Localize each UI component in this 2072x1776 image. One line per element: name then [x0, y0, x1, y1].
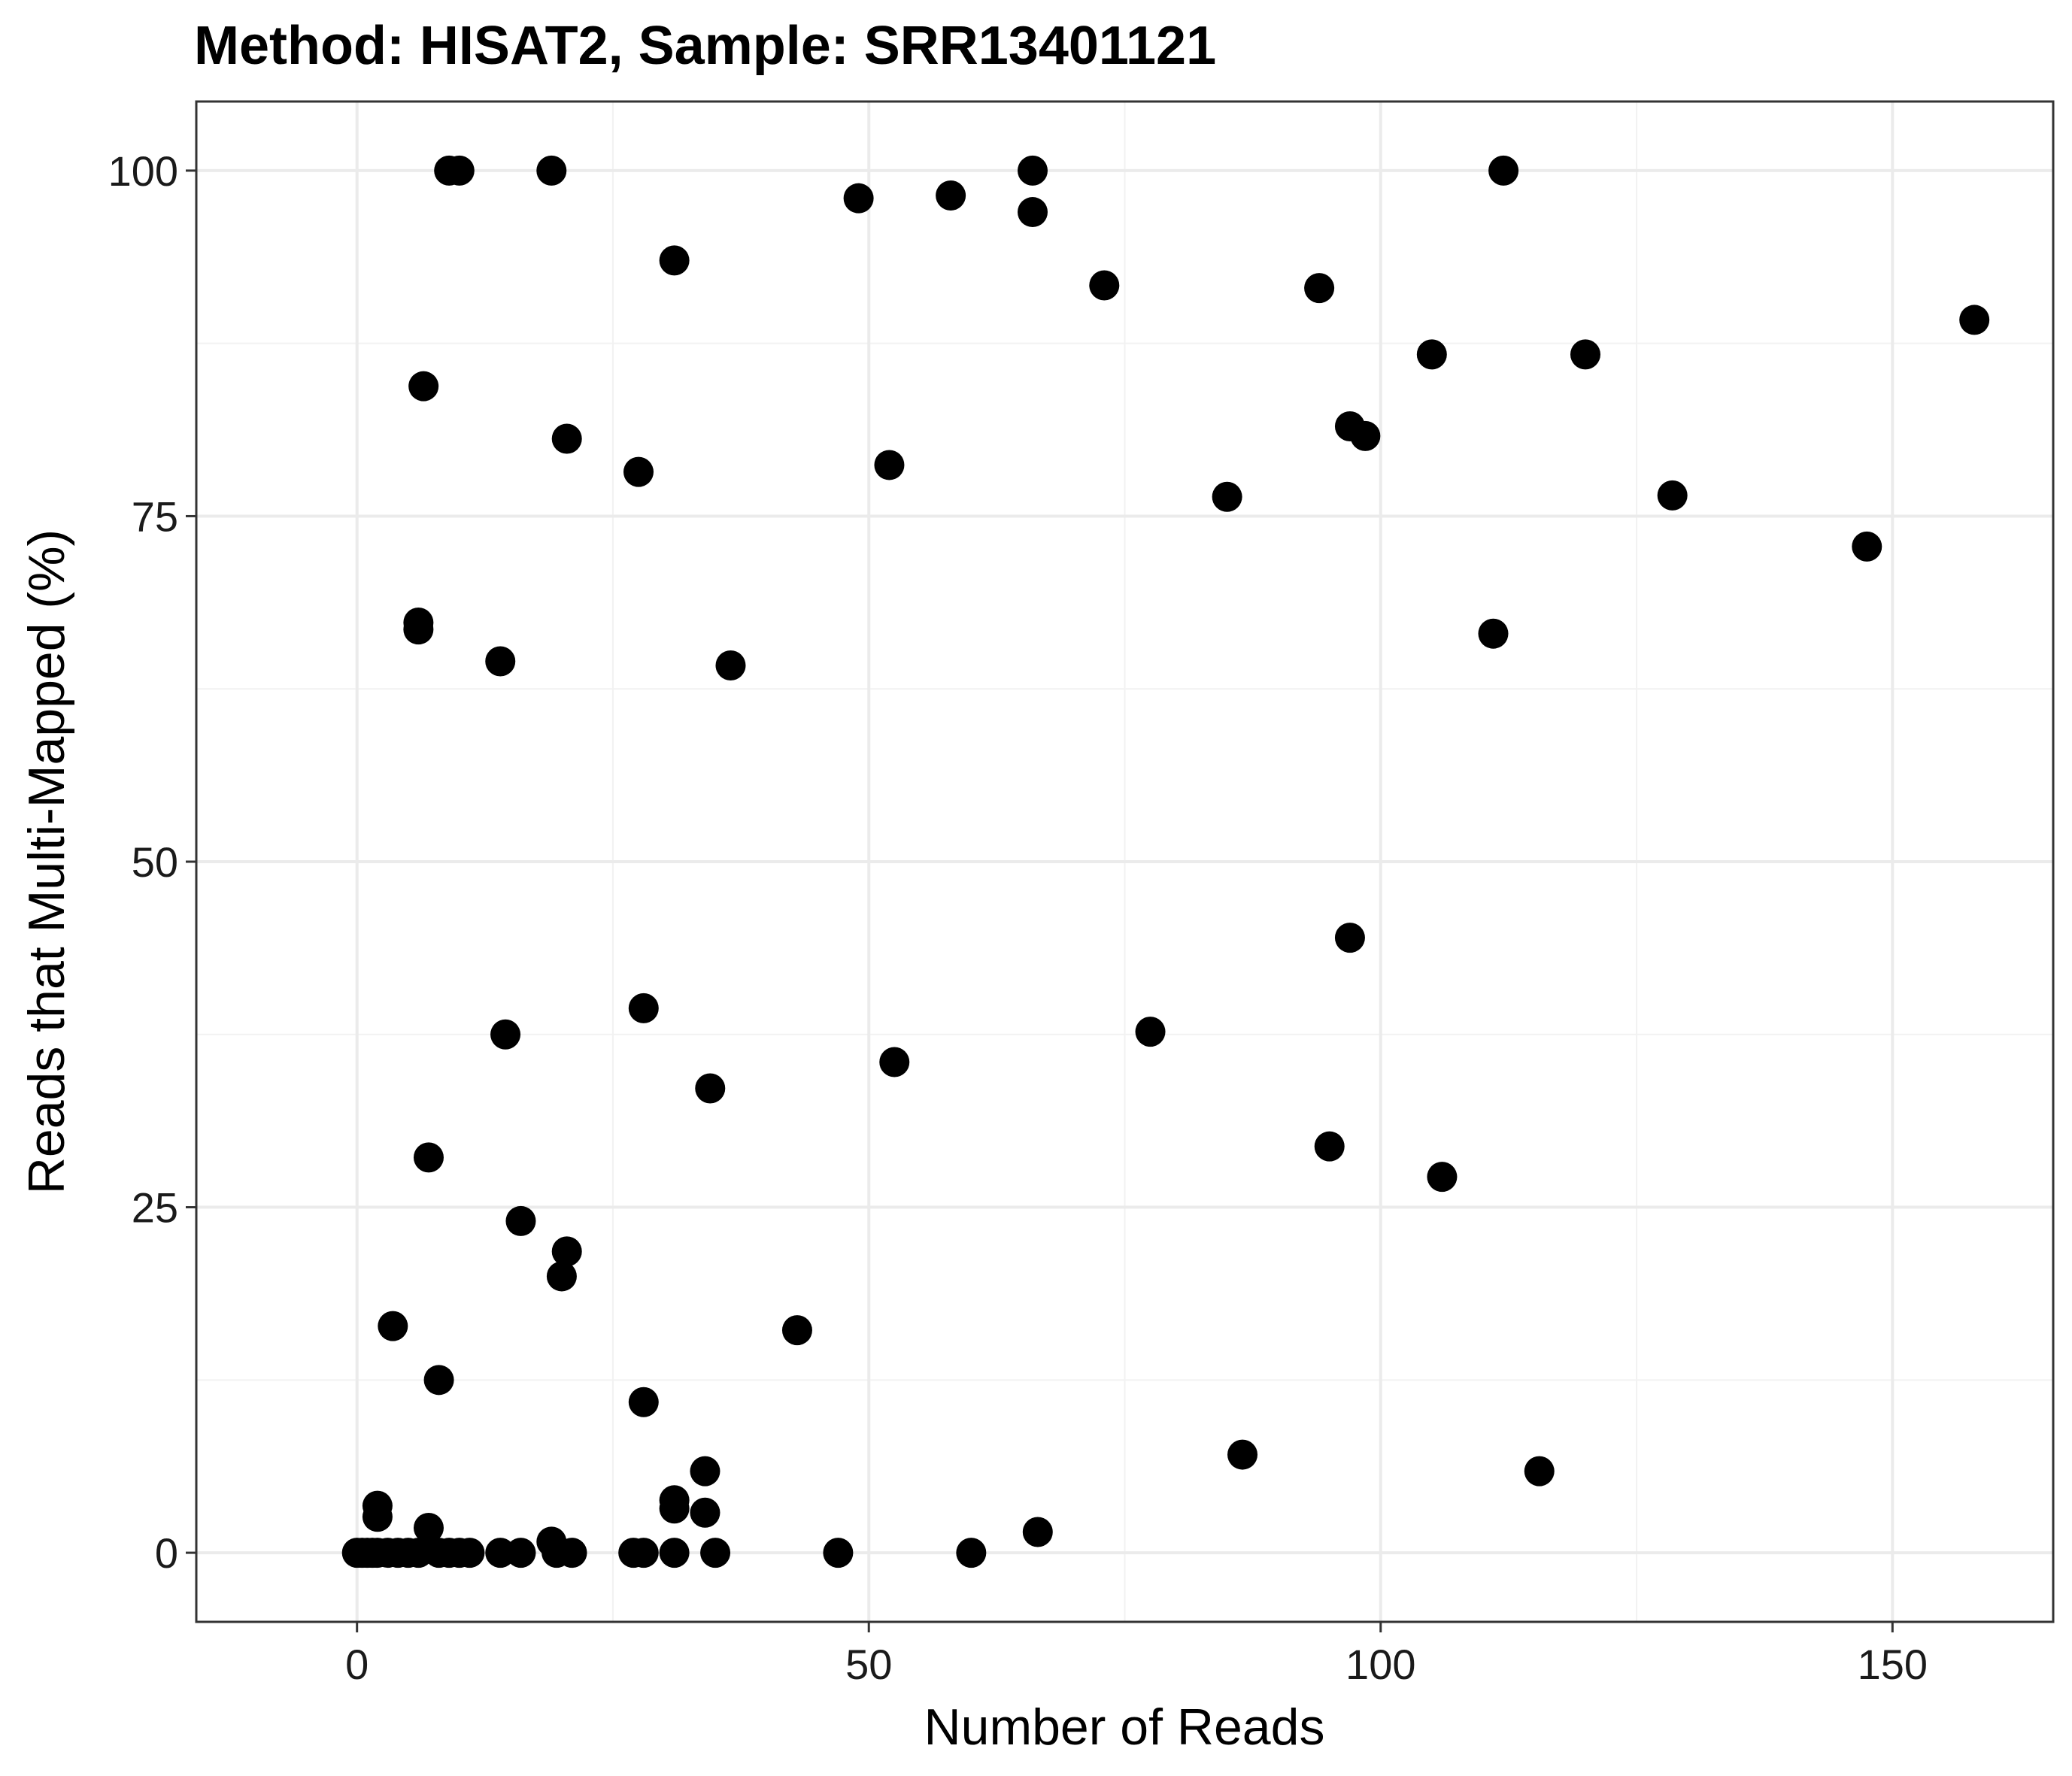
data-point [1314, 1131, 1345, 1162]
chart-title: Method: HISAT2, Sample: SRR13401121 [194, 16, 1216, 76]
data-point [781, 1315, 812, 1346]
data-point [695, 1073, 726, 1104]
data-point [700, 1538, 731, 1568]
y-tick-label: 50 [132, 838, 178, 886]
data-point [1524, 1456, 1555, 1487]
y-tick-label: 0 [155, 1529, 178, 1577]
data-point [1959, 305, 1990, 335]
data-point [874, 450, 905, 480]
data-point [936, 180, 966, 211]
data-point [659, 1493, 690, 1524]
data-point [1570, 339, 1600, 370]
data-point [403, 614, 434, 645]
data-point [505, 1538, 536, 1568]
grid-lines [196, 102, 2053, 1622]
data-point [1416, 339, 1447, 370]
x-tick-label: 50 [845, 1641, 892, 1688]
data-point [628, 993, 659, 1023]
data-point [408, 371, 439, 402]
data-point [1478, 618, 1509, 649]
data-point [628, 1538, 659, 1568]
data-point [715, 650, 746, 680]
data-point [1018, 197, 1048, 228]
data-point [823, 1538, 854, 1568]
data-point [378, 1311, 408, 1341]
data-point [454, 1538, 485, 1568]
data-point [362, 1502, 393, 1532]
data-point [536, 155, 567, 186]
data-point [1427, 1162, 1458, 1193]
data-point [557, 1538, 587, 1568]
data-point [485, 646, 516, 677]
data-point [1135, 1017, 1166, 1047]
data-point [444, 155, 475, 186]
data-point [551, 423, 582, 454]
y-tick-label: 100 [108, 147, 178, 195]
data-point [1227, 1439, 1258, 1470]
y-tick-label: 25 [132, 1184, 178, 1232]
data-points [341, 155, 1990, 1568]
data-point [1350, 420, 1381, 451]
y-tick-label: 75 [132, 492, 178, 540]
data-point [628, 1387, 659, 1417]
data-point [551, 1236, 582, 1267]
data-point [659, 245, 690, 276]
x-tick-label: 0 [345, 1641, 369, 1688]
data-point [1018, 155, 1048, 186]
data-point [413, 1513, 444, 1544]
data-point [1334, 923, 1365, 953]
data-point [1212, 481, 1242, 512]
data-point [879, 1047, 910, 1077]
data-point [546, 1261, 577, 1292]
data-point [659, 1538, 690, 1568]
data-point [623, 456, 654, 487]
data-point [690, 1456, 720, 1487]
y-axis-label: Reads that Multi-Mapped (%) [18, 529, 75, 1194]
data-point [843, 183, 874, 214]
x-tick-label: 150 [1858, 1641, 1928, 1688]
data-point [1488, 155, 1519, 186]
data-point [1089, 270, 1120, 301]
data-point [1304, 273, 1335, 304]
data-point [1852, 531, 1882, 562]
data-point [423, 1365, 454, 1396]
axis-ticks: 0 50 100 150 0 25 50 75 100 [108, 147, 1928, 1688]
data-point [413, 1142, 444, 1173]
x-tick-label: 100 [1345, 1641, 1415, 1688]
data-point [690, 1497, 720, 1528]
data-point [505, 1205, 536, 1236]
x-axis-label: Number of Reads [924, 1699, 1325, 1756]
data-point [1022, 1517, 1053, 1547]
data-point [956, 1538, 987, 1568]
data-point [490, 1019, 521, 1050]
data-point [1657, 480, 1688, 511]
